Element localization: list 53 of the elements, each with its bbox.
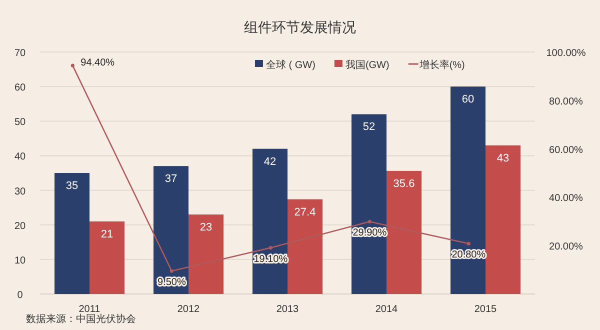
x-tick-label: 2015 <box>474 304 498 315</box>
data-label: 21 <box>100 228 114 240</box>
data-label: 35.6 <box>393 178 415 190</box>
point <box>368 220 372 224</box>
legend-label: 增长率(%) <box>418 59 465 71</box>
data-label: 42 <box>264 156 276 168</box>
data-label: 52 <box>362 121 376 134</box>
data-label: 43 <box>496 152 510 164</box>
x-tick-label: 2014 <box>375 304 398 315</box>
chart-title: 组件环节发展情况 <box>244 19 356 35</box>
y-tick-label: 50 <box>14 117 26 128</box>
bar <box>188 214 224 294</box>
data-label: 60 <box>462 94 474 106</box>
y-tick-label: 60 <box>14 82 26 94</box>
y-tick-label: 30 <box>14 186 26 198</box>
x-tick-label: 2012 <box>177 304 200 315</box>
point <box>70 64 74 68</box>
y2-tick-label: 60.00% <box>549 144 584 156</box>
y-tick-label: 70 <box>14 48 26 59</box>
data-label: 94.40% <box>80 58 115 69</box>
bar <box>154 166 188 294</box>
data-label: 29.90% <box>352 228 387 239</box>
legend-label: 我国(GW) <box>345 59 390 71</box>
y2-tick-label: 100.00% <box>546 48 586 59</box>
bar <box>352 114 386 294</box>
source-note: 数据来源：中国光伏协会 <box>26 313 136 325</box>
legend-label: 全球 ( GW) <box>266 59 316 71</box>
y2-tick-label: 20.00% <box>549 242 584 253</box>
data-label: 37 <box>164 173 178 186</box>
bar <box>486 145 520 294</box>
y-tick-label: 20 <box>14 220 26 232</box>
data-label: 9.50% <box>157 277 186 288</box>
y-tick-label: 10 <box>14 255 26 266</box>
point <box>466 242 470 246</box>
data-label: 35 <box>66 180 78 192</box>
bar <box>288 199 322 294</box>
y2-tick-label: 40.00% <box>549 193 584 204</box>
data-label: 27.4 <box>294 206 316 218</box>
bar <box>90 221 124 294</box>
bar <box>252 148 288 294</box>
y-tick-label: 40 <box>14 152 26 163</box>
bar <box>54 173 90 294</box>
x-tick-label: 2013 <box>276 304 300 315</box>
y2-tick-label: 80.00% <box>549 96 584 108</box>
data-label: 19.10% <box>254 254 288 265</box>
bar <box>450 86 486 294</box>
data-label: 20.80% <box>452 250 486 261</box>
x-tick-label: 2011 <box>78 304 101 315</box>
data-label: 23 <box>200 221 212 234</box>
y-tick-label: 0 <box>17 290 24 301</box>
bar <box>386 170 422 294</box>
point <box>268 246 272 250</box>
point <box>170 269 174 273</box>
